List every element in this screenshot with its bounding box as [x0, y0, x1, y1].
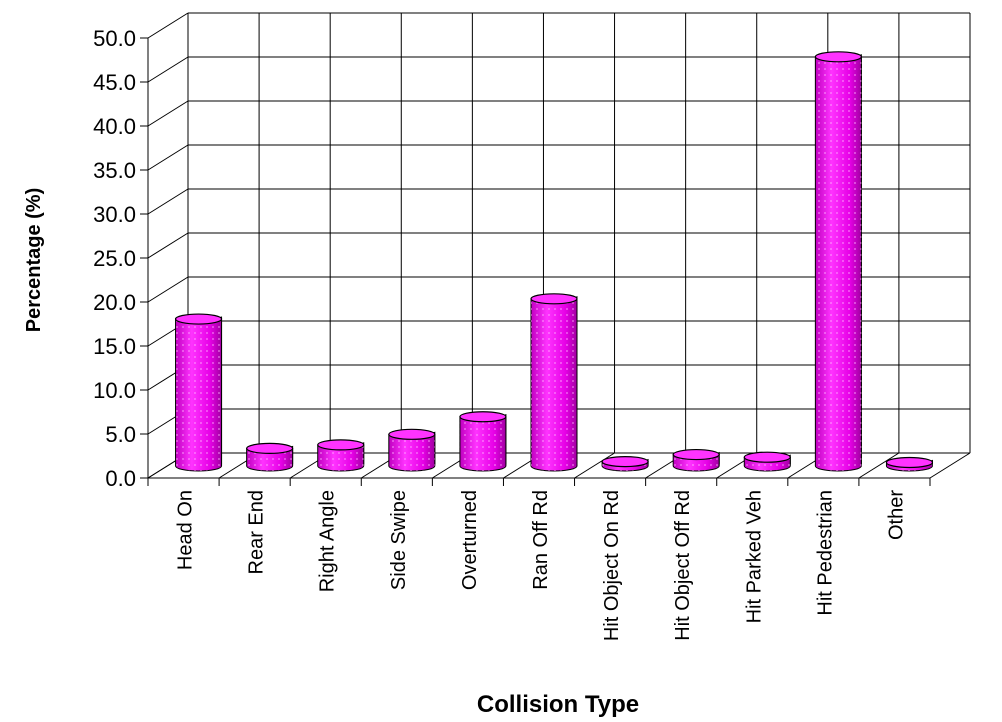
left-wall-gridline: [147, 12, 189, 39]
bar: [317, 439, 365, 472]
bar: [885, 456, 934, 472]
left-wall-gridline: [147, 100, 189, 127]
y-tick-label: 35.0: [93, 158, 136, 183]
y-tick-label: 30.0: [93, 202, 136, 227]
bar: [743, 451, 791, 472]
floor-gridline: [858, 452, 900, 479]
y-tick-label: 20.0: [93, 290, 136, 315]
left-wall-gridline: [147, 188, 189, 215]
y-tick-label: 45.0: [93, 70, 136, 95]
bar: [174, 313, 223, 472]
y-tick-label: 40.0: [93, 114, 136, 139]
x-tick-label: Ran Off Rd: [530, 490, 552, 590]
left-wall-gridline: [147, 276, 189, 303]
y-tick-label: 25.0: [93, 246, 136, 271]
x-tick-label: Hit Object On Rd: [601, 490, 623, 641]
floor-gridline: [574, 452, 615, 479]
bar: [672, 448, 720, 472]
y-tick-label: 10.0: [93, 378, 136, 403]
y-tick-label: 15.0: [93, 334, 136, 359]
bar: [459, 411, 507, 472]
left-wall-gridline: [147, 56, 189, 83]
bar: [814, 51, 862, 472]
left-wall-gridline: [147, 232, 189, 259]
x-tick-label: Hit Pedestrian: [814, 490, 836, 616]
x-tick-label: Other: [885, 490, 907, 540]
bar: [530, 293, 578, 472]
bars-layer: [174, 51, 934, 472]
bar: [246, 442, 294, 472]
x-axis-title: Collision Type: [477, 691, 639, 718]
bar: [388, 428, 436, 472]
left-wall-gridline: [147, 144, 189, 171]
labels-layer: 0.0 5.0 10.0 15.0 20.0 25.0 30.0 35.0 40.0 45.0 50…: [93, 26, 907, 641]
floor-gridline: [929, 452, 971, 479]
y-tick-label: 0.0: [105, 466, 136, 491]
x-tick-label: Right Angle: [317, 490, 339, 592]
x-tick-label: Overturned: [459, 490, 481, 590]
x-tick-label: Hit Parked Veh: [743, 490, 765, 623]
bar: [601, 456, 649, 472]
y-tick-label: 5.0: [105, 422, 136, 447]
x-tick-label: Side Swipe: [388, 490, 410, 590]
x-tick-label: Hit Object Off Rd: [672, 490, 694, 641]
y-tick-label: 50.0: [93, 26, 136, 51]
x-tick-label: Head On: [175, 490, 197, 570]
x-tick-label: Rear End: [246, 490, 268, 575]
y-axis-title: Percentage (%): [23, 188, 45, 333]
